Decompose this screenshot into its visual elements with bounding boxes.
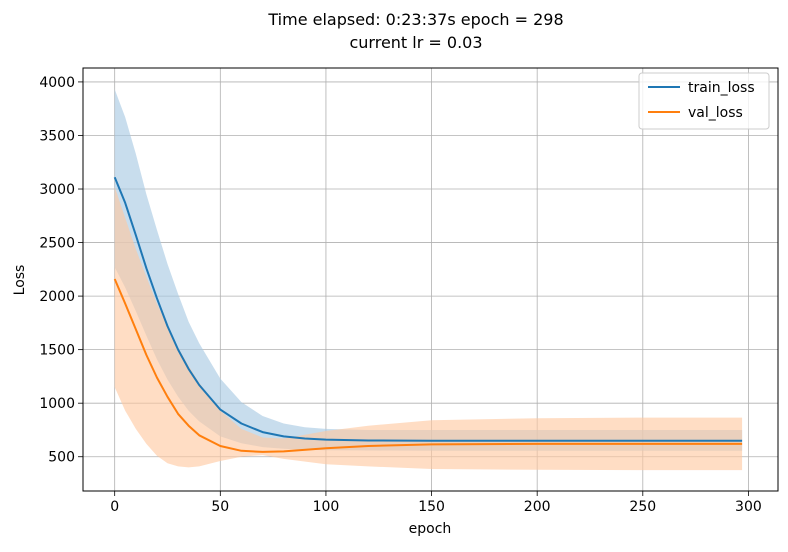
legend: train_loss val_loss [638, 72, 770, 130]
y-tick-label: 3500 [39, 128, 75, 144]
y-tick-label: 1000 [39, 396, 75, 412]
x-tick-label: 150 [418, 499, 445, 515]
y-axis-label: Loss [12, 265, 28, 296]
x-tick-label: 0 [110, 499, 119, 515]
y-axis-ticks: 500 1000 1500 2000 2500 3000 3500 4000 [39, 75, 83, 466]
y-tick-label: 2000 [39, 289, 75, 305]
series-lines [113, 176, 743, 453]
y-tick-label: 500 [48, 450, 75, 466]
plot-area-frame [82, 67, 779, 492]
x-tick-label: 200 [524, 499, 551, 515]
line-train-loss [113, 176, 743, 442]
chart-title: Time elapsed: 0:23:37s epoch = 298 [267, 10, 563, 29]
x-axis-label: epoch [409, 521, 452, 537]
y-tick-label: 2500 [39, 236, 75, 252]
line-val-loss [113, 278, 743, 453]
y-tick-label: 3000 [39, 182, 75, 198]
x-tick-label: 250 [629, 499, 656, 515]
confidence-bands [114, 89, 743, 471]
x-tick-label: 50 [211, 499, 229, 515]
x-axis-ticks: 0 50 100 150 200 250 300 [110, 491, 762, 515]
y-tick-label: 4000 [39, 75, 75, 91]
chart-subtitle: current lr = 0.03 [349, 33, 482, 52]
x-tick-label: 300 [735, 499, 762, 515]
legend-label-train-loss: train_loss [688, 80, 755, 96]
x-tick-label: 100 [313, 499, 340, 515]
band-val-loss [114, 186, 743, 471]
legend-label-val-loss: val_loss [688, 105, 743, 121]
y-tick-label: 1500 [39, 343, 75, 359]
